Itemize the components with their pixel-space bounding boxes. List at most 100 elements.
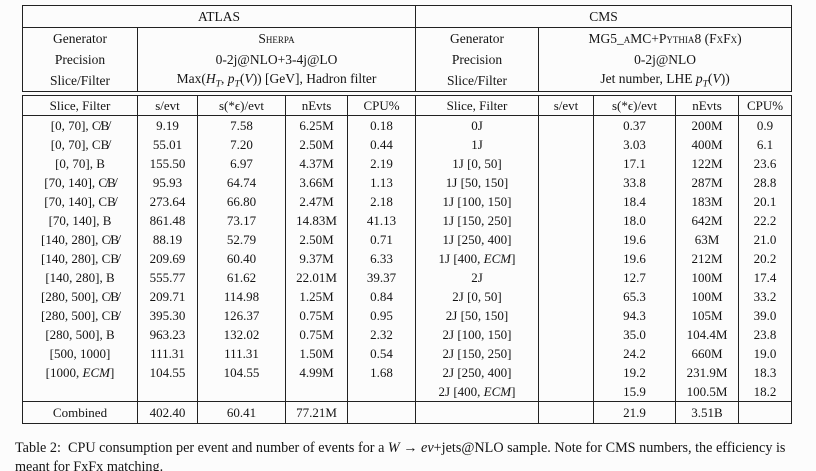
cms-slice-value: Jet number, LHE pT(V)) [538,70,793,92]
atlas-slice-filter-cell: [140, 280], B [22,268,138,287]
cms-s-cell [538,115,594,135]
atlas-cpu-cell: 6.33 [347,249,416,268]
cms-combined-nevts: 3.51B [675,401,739,424]
atlas-n-cell: 4.37M [285,154,348,173]
cms-se-cell: 3.03 [593,135,676,154]
cms-n-cell: 100M [675,268,739,287]
atlas-generator-value: Sherpa [136,27,417,49]
cms-se-cell: 19.6 [593,249,676,268]
atlas-cpu-cell: 0.71 [347,230,416,249]
atlas-slice-filter-cell: [280, 500], CB̸ [22,306,138,325]
cms-slice-label: Slice/Filter [415,70,540,92]
cms-title: CMS [415,5,793,28]
cms-n-cell: 105M [675,306,739,325]
cms-n-cell: 287M [675,173,739,192]
atlas-cpu-cell: 41.13 [347,211,416,230]
cms-col-nevts: nEvts [675,95,739,116]
atlas-slice-filter-cell: [1000, ECM] [22,363,138,382]
atlas-se-cell: 104.55 [197,363,286,382]
cms-n-cell: 642M [675,211,739,230]
cms-slice-filter-cell: 1J [50, 150] [415,173,539,192]
cms-n-cell: 200M [675,115,739,135]
cms-s-cell [538,325,594,344]
atlas-se-cell [197,382,286,402]
cms-se-cell: 0.37 [593,115,676,135]
cms-se-cell: 24.2 [593,344,676,363]
atlas-precision-label: Precision [22,49,138,70]
cms-s-cell [538,192,594,211]
atlas-generator-label: Generator [22,27,138,49]
atlas-cpu-cell [347,382,416,402]
cms-s-cell [538,135,594,154]
atlas-col-nevts: nEvts [285,95,348,116]
atlas-cpu-cell: 39.37 [347,268,416,287]
generator-row: Generator Sherpa Generator MG5_aMC+Pythi… [22,27,793,49]
cms-precision-value: 0-2j@NLO [538,49,793,70]
atlas-s-cell: 209.71 [137,287,198,306]
table-row: [0, 70], B 155.50 6.97 4.37M 2.19 1J [0, 50] 1… [22,154,792,173]
cms-n-cell: 100.5M [675,382,739,402]
cms-cpu-cell: 18.2 [738,382,792,402]
atlas-n-cell: 1.50M [285,344,348,363]
atlas-se-cell: 114.98 [197,287,286,306]
table-row: [500, 1000] 111.31 111.31 1.50M 0.54 2J [150,… [22,344,792,363]
cms-cpu-cell: 33.2 [738,287,792,306]
cms-combined-s-evt [538,401,594,424]
cms-precision-label: Precision [415,49,540,70]
atlas-s-cell: 555.77 [137,268,198,287]
cms-s-cell [538,230,594,249]
cms-n-cell: 183M [675,192,739,211]
cms-cpu-cell: 22.2 [738,211,792,230]
cms-slice-filter-cell: 1J [415,135,539,154]
cms-se-cell: 19.6 [593,230,676,249]
atlas-combined-nevts: 77.21M [285,401,348,424]
atlas-col-s-eps-evt: s(*ϵ)/evt [197,95,286,116]
atlas-n-cell: 14.83M [285,211,348,230]
table-row: [1000, ECM] 104.55 104.55 4.99M 1.68 2J [250,… [22,363,792,382]
atlas-se-cell: 61.62 [197,268,286,287]
atlas-s-cell: 273.64 [137,192,198,211]
cms-slice-filter-cell: 2J [100, 150] [415,325,539,344]
atlas-se-cell: 126.37 [197,306,286,325]
atlas-combined-s-evt: 402.40 [137,401,198,424]
atlas-se-cell: 111.31 [197,344,286,363]
cms-se-cell: 94.3 [593,306,676,325]
cms-s-cell [538,382,594,402]
table-row: [280, 500], C̸B̸ 209.71 114.98 1.25M 0.84 2J … [22,287,792,306]
results-table: ATLAS CMS Generator Sherpa Generator MG5… [21,5,816,424]
atlas-s-cell: 395.30 [137,306,198,325]
table-row: [70, 140], CB̸ 273.64 66.80 2.47M 2.18 1J [10… [22,192,792,211]
table-row: 2J [400, ECM] 15.9 100.5M 18.2 [22,382,792,402]
atlas-se-cell: 64.74 [197,173,286,192]
atlas-se-cell: 7.20 [197,135,286,154]
atlas-cpu-cell: 0.84 [347,287,416,306]
atlas-se-cell: 52.79 [197,230,286,249]
atlas-se-cell: 73.17 [197,211,286,230]
cms-slice-filter-cell: 2J [415,268,539,287]
atlas-n-cell: 2.50M [285,230,348,249]
table-row: [140, 280], C̸B̸ 88.19 52.79 2.50M 0.71 1J [2… [22,230,792,249]
atlas-n-cell: 0.75M [285,325,348,344]
cms-slice-filter-cell: 2J [150, 250] [415,344,539,363]
cms-generator-value: MG5_aMC+Pythia8 (FxFx) [538,27,793,49]
combined-row: Combined 402.40 60.41 77.21M 21.9 3.51B [22,401,792,424]
cms-se-cell: 12.7 [593,268,676,287]
cms-se-cell: 33.8 [593,173,676,192]
atlas-cpu-cell: 2.18 [347,192,416,211]
cms-col-cpu: CPU% [738,95,792,116]
atlas-s-cell: 55.01 [137,135,198,154]
cms-se-cell: 18.0 [593,211,676,230]
column-header-row: Slice, Filter s/evt s(*ϵ)/evt nEvts CPU%… [22,95,792,116]
atlas-slice-filter-cell: [0, 70], C̸B̸ [22,115,138,135]
atlas-n-cell: 0.75M [285,306,348,325]
cms-s-cell [538,173,594,192]
cms-cpu-cell: 17.4 [738,268,792,287]
atlas-se-cell: 60.40 [197,249,286,268]
atlas-slice-filter-cell: [140, 280], C̸B̸ [22,230,138,249]
atlas-cpu-cell: 1.13 [347,173,416,192]
slice-filter-row: Slice/Filter Max(HT, pT(V)) [GeV], Hadro… [22,70,793,92]
atlas-s-cell: 95.93 [137,173,198,192]
cms-se-cell: 15.9 [593,382,676,402]
experiment-title-row: ATLAS CMS [21,5,793,28]
cms-generator-label: Generator [415,27,540,49]
